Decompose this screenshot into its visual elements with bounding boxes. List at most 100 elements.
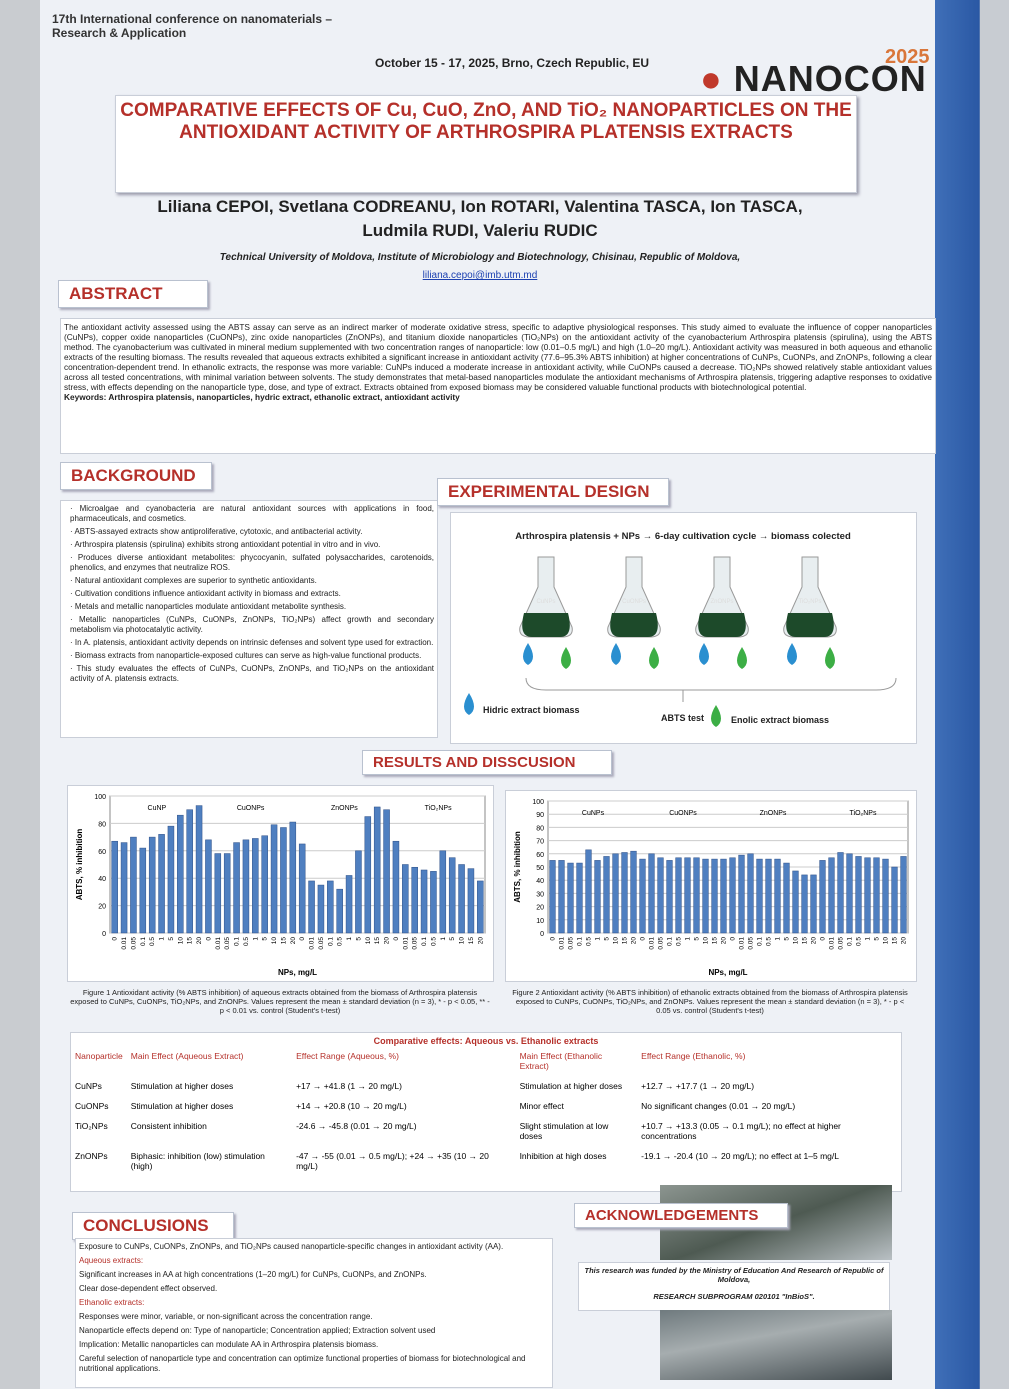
email[interactable]: liliana.cepoi@imb.utm.md	[422, 270, 538, 281]
bullet: Metallic nanoparticles (CuNPs, CuONPs, Z…	[70, 615, 434, 635]
x-tick-label: 10	[793, 937, 800, 945]
drop	[561, 647, 571, 669]
bullet: Produces diverse antioxidant metabolites…	[70, 553, 434, 573]
table-cell: -24.6 → -45.8 (0.01 → 20 mg/L)	[296, 1121, 417, 1131]
x-tick-label: 0	[205, 937, 212, 941]
drop	[825, 647, 835, 669]
x-tick-label: 20	[721, 937, 728, 945]
drop	[787, 643, 797, 665]
keywords: Keywords: Arthrospira platensis, nanopar…	[64, 392, 460, 402]
x-tick-label: 0.01	[309, 937, 316, 950]
conclusions-list: Exposure to CuNPs, CuONPs, ZnONPs, and T…	[79, 1242, 549, 1374]
drop	[711, 705, 721, 727]
table-title: Comparative effects: Aqueous vs. Ethanol…	[373, 1036, 599, 1046]
bar	[130, 836, 137, 934]
table-cell: No significant changes (0.01 → 20 mg/L)	[641, 1101, 796, 1111]
x-tick-label: 0.1	[757, 937, 764, 946]
x-tick-label: 10	[703, 937, 710, 945]
bar	[783, 862, 790, 934]
bar	[205, 839, 212, 934]
group-label: CuONPs	[669, 810, 697, 817]
table-row: CuNPs Stimulation at higher doses +17 → +4…	[71, 1076, 901, 1096]
plot-area	[109, 795, 486, 934]
acknowledgements: This research was funded by the Ministry…	[578, 1262, 890, 1311]
bar	[675, 857, 682, 934]
x-tick-label: 0.1	[421, 937, 428, 946]
bar	[364, 816, 372, 934]
bar	[392, 840, 400, 934]
x-tick-label: 20	[811, 937, 818, 945]
bar	[280, 827, 287, 934]
bullet: In A. platensis, antioxidant activity de…	[70, 638, 434, 648]
conclusion-line: Responses were minor, variable, or non-s…	[79, 1312, 373, 1321]
x-tick-label: 15	[712, 937, 719, 945]
x-tick-label: 0	[550, 937, 557, 941]
bar	[308, 880, 315, 934]
flask-label: TiO₂NPs	[798, 599, 821, 605]
group-label: CuNPs	[582, 810, 605, 817]
bar	[148, 836, 156, 934]
conclusion-line: Ethanolic extracts:	[79, 1298, 145, 1307]
conclusion-line: Nanoparticle effects depend on: Type of …	[79, 1326, 436, 1335]
x-tick-label: 0.1	[577, 937, 584, 946]
y-tick-label: 100	[94, 794, 106, 801]
x-tick-label: 10	[459, 937, 466, 945]
bar	[684, 857, 691, 934]
x-tick-label: 0.01	[829, 937, 836, 950]
y-tick-label: 0	[102, 931, 106, 938]
conclusion-line: Implication: Metallic nanoparticles can …	[79, 1340, 379, 1349]
table-cell: +14 → +20.8 (10 → 20 mg/L)	[296, 1101, 407, 1111]
y-tick-label: 80	[536, 825, 544, 832]
bar	[439, 850, 447, 934]
x-tick-label: 0.5	[856, 937, 863, 946]
bar	[467, 868, 475, 934]
conclusion-line: Exposure to CuNPs, CuONPs, ZnONPs, and T…	[79, 1242, 504, 1251]
x-tick-label: 0.05	[748, 937, 755, 950]
group-label: TiO₂NPs	[850, 810, 877, 817]
table-row: TiO₂NPs Consistent inhibition -24.6 → -45.…	[71, 1116, 901, 1146]
x-tick-label: 0.05	[568, 937, 575, 950]
ethanolic-label: Enolic extract biomass	[731, 715, 829, 725]
table-cell: +17 → +41.8 (1 → 20 mg/L)	[296, 1081, 402, 1091]
bar	[756, 858, 763, 934]
x-tick-label: 0.01	[121, 937, 128, 950]
x-tick-label: 15	[468, 937, 475, 945]
x-tick-label: 1	[685, 937, 692, 941]
bar	[792, 870, 799, 934]
y-axis-label: ABTS, % inhibition	[513, 831, 522, 903]
x-tick-label: 0.1	[327, 937, 334, 946]
bar	[738, 854, 745, 934]
y-tick-label: 20	[536, 905, 544, 912]
y-tick-label: 90	[536, 812, 544, 819]
drop	[464, 693, 474, 715]
x-tick-label: 0	[820, 937, 827, 941]
flask-liquid	[786, 613, 834, 637]
bar	[195, 805, 203, 934]
bar	[693, 857, 700, 934]
bar	[139, 847, 147, 934]
table-cell: -19.1 → -20.4 (10 → 20 mg/L); no effect …	[641, 1151, 839, 1161]
bar	[317, 884, 325, 934]
bar	[158, 834, 165, 934]
date: October 15 - 17, 2025, Brno, Czech Repub…	[375, 56, 650, 70]
bar	[612, 853, 619, 934]
conclusion-line: Clear dose-dependent effect observed.	[79, 1284, 218, 1293]
bar	[458, 864, 465, 934]
bar	[801, 874, 808, 934]
bar	[167, 825, 175, 934]
table-cell: Minor effect	[519, 1101, 564, 1111]
x-tick-label: 10	[613, 937, 620, 945]
bar	[648, 853, 655, 934]
table-cell: CuONPs	[75, 1101, 109, 1111]
bar	[233, 842, 240, 934]
bar	[828, 857, 835, 934]
y-tick-label: 100	[532, 799, 544, 806]
header-cell: Nanoparticle	[75, 1051, 123, 1061]
x-tick-label: 15	[802, 937, 809, 945]
bullet: Metals and metallic nanoparticles modula…	[70, 602, 434, 612]
flask-label: ZnONPs	[710, 599, 733, 605]
table-cell: Slight stimulation at low doses	[519, 1121, 609, 1141]
abstract: The antioxidant activity assessed using …	[60, 318, 936, 454]
